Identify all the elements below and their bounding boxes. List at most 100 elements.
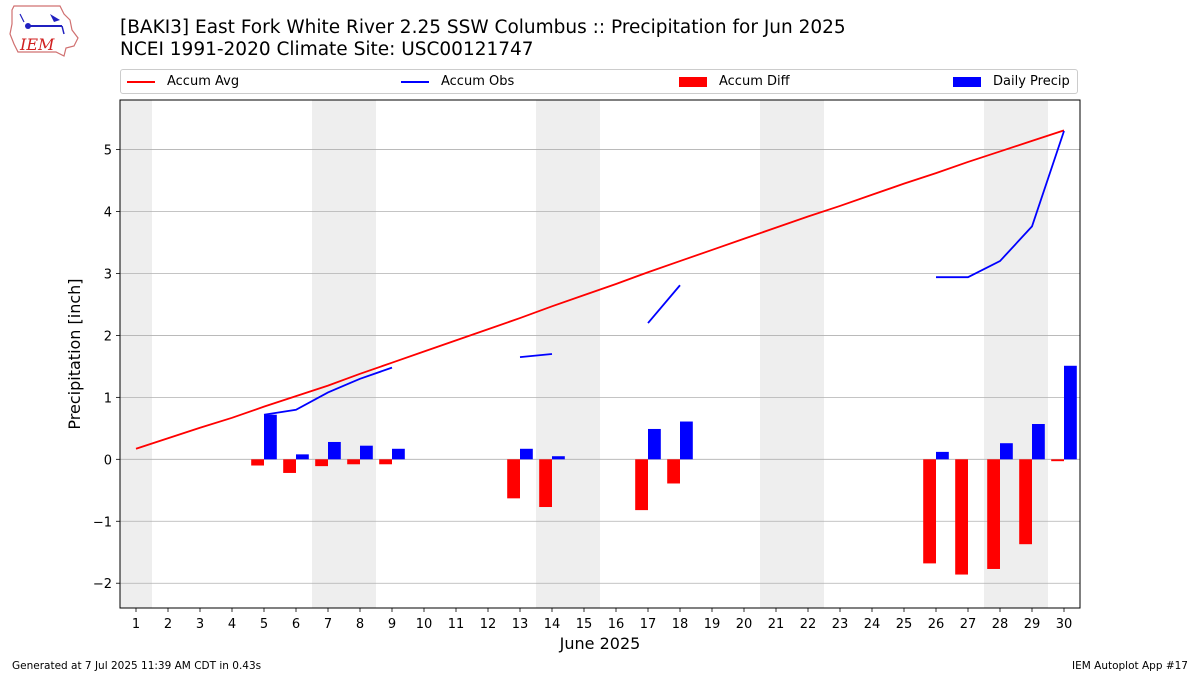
- y-tick-label: 5: [104, 144, 112, 159]
- x-tick-label: 11: [448, 617, 465, 632]
- y-tick-label: 2: [104, 329, 112, 344]
- legend-swatch: [953, 76, 981, 87]
- chart-title: [BAKI3] East Fork White River 2.25 SSW C…: [120, 17, 846, 38]
- daily-precip-bar: [936, 451, 949, 460]
- daily-precip-bar: [552, 456, 565, 460]
- x-tick-label: 5: [260, 617, 268, 632]
- shaded-band: [344, 100, 376, 608]
- accum-obs-line: [647, 284, 681, 324]
- x-tick-label: 24: [864, 617, 881, 632]
- x-tick-label: 10: [416, 617, 433, 632]
- accum-diff-bar: [987, 459, 1000, 569]
- x-tick-label: 12: [480, 617, 497, 632]
- legend-swatch: [401, 80, 429, 83]
- y-tick-label: 0: [104, 453, 112, 468]
- shaded-band: [792, 100, 824, 608]
- legend-item-accum-avg: Accum Avg: [127, 70, 239, 93]
- weekend-shading: [120, 100, 1048, 608]
- x-tick-label: 29: [1024, 617, 1041, 632]
- x-tick-label: 26: [928, 617, 945, 632]
- x-tick-label: 18: [672, 617, 689, 632]
- accum-obs-line: [263, 366, 393, 416]
- x-tick-label: 15: [576, 617, 593, 632]
- x-tick-label: 4: [228, 617, 236, 632]
- y-tick-label: −2: [93, 577, 112, 592]
- legend-item-daily-precip: Daily Precip: [953, 70, 1070, 93]
- daily-precip-bar: [648, 428, 661, 460]
- y-tick-label: −1: [93, 515, 112, 530]
- accum-diff-bar: [955, 459, 968, 575]
- accum-avg-line: [135, 129, 1065, 450]
- accum-obs-line: [936, 130, 1065, 279]
- accum-diff-bar: [283, 459, 296, 473]
- generated-timestamp: Generated at 7 Jul 2025 11:39 AM CDT in …: [12, 660, 262, 672]
- daily-precip-bar: [296, 454, 309, 460]
- shaded-band: [984, 100, 1016, 608]
- x-tick-label: 20: [736, 617, 753, 632]
- svg-text:IEM: IEM: [19, 35, 55, 54]
- series-lines: [135, 129, 1065, 450]
- app-label: IEM Autoplot App #17: [1072, 660, 1188, 672]
- gridlines: [120, 149, 1080, 584]
- daily-precip-bar: [392, 448, 405, 460]
- daily-precip-bar: [360, 445, 373, 460]
- x-tick-label: 2: [164, 617, 172, 632]
- x-tick-label: 17: [640, 617, 657, 632]
- legend-item-accum-obs: Accum Obs: [401, 70, 514, 93]
- x-tick-label: 28: [992, 617, 1009, 632]
- x-tick-label: 22: [800, 617, 817, 632]
- x-tick-label: 19: [704, 617, 721, 632]
- accum-diff-bar: [347, 459, 360, 465]
- shaded-band: [536, 100, 568, 608]
- x-tick-label: 3: [196, 617, 204, 632]
- iem-logo: IEM: [9, 5, 79, 57]
- x-tick-label: 23: [832, 617, 849, 632]
- x-tick-label: 8: [356, 617, 364, 632]
- shaded-band: [760, 100, 792, 608]
- accum-diff-bar: [539, 459, 552, 508]
- x-tick-label: 16: [608, 617, 625, 632]
- accum-diff-bar: [667, 459, 680, 484]
- accum-diff-bar: [635, 459, 648, 511]
- daily-precip-bar: [264, 414, 277, 460]
- daily-precip-bar: [680, 421, 693, 460]
- accum-obs-line: [519, 353, 553, 358]
- y-axis-label: Precipitation [inch]: [65, 278, 84, 429]
- x-tick-label: 30: [1056, 617, 1073, 632]
- daily-precip-bar: [328, 441, 341, 460]
- accum-diff-bar: [923, 459, 936, 564]
- accum-diff-bar: [1051, 459, 1064, 462]
- daily-precip-bar: [520, 448, 533, 460]
- x-tick-label: 21: [768, 617, 785, 632]
- x-tick-label: 6: [292, 617, 300, 632]
- x-tick-label: 9: [388, 617, 396, 632]
- daily-precip-bar: [1000, 443, 1013, 460]
- legend-label: Accum Diff: [719, 74, 790, 89]
- x-tick-label: 13: [512, 617, 529, 632]
- legend-label: Accum Avg: [167, 74, 240, 89]
- x-tick-label: 25: [896, 617, 913, 632]
- accum-diff-bar: [379, 459, 392, 465]
- chart-legend: Accum Avg Accum Obs Accum Diff Daily Pre…: [120, 69, 1078, 94]
- plot-frame: [119, 99, 1081, 609]
- shaded-band: [568, 100, 600, 608]
- accum-diff-bar: [507, 459, 520, 499]
- legend-label: Daily Precip: [993, 74, 1070, 89]
- shaded-band: [120, 100, 152, 608]
- x-axis-label: June 2025: [559, 634, 641, 653]
- y-tick-label: 1: [104, 391, 112, 406]
- accum-diff-bar: [315, 459, 328, 467]
- daily-precip-bar: [1064, 365, 1077, 460]
- x-tick-label: 1: [132, 617, 140, 632]
- chart-subtitle: NCEI 1991-2020 Climate Site: USC00121747: [120, 39, 534, 60]
- accum-diff-bar: [1019, 459, 1032, 545]
- x-tick-label: 7: [324, 617, 332, 632]
- daily-precip-bar: [1032, 424, 1045, 460]
- legend-label: Accum Obs: [441, 74, 515, 89]
- accum-diff-bar: [251, 459, 264, 466]
- y-tick-label: 3: [104, 267, 112, 282]
- y-tick-label: 4: [104, 206, 112, 221]
- bars: [251, 365, 1077, 575]
